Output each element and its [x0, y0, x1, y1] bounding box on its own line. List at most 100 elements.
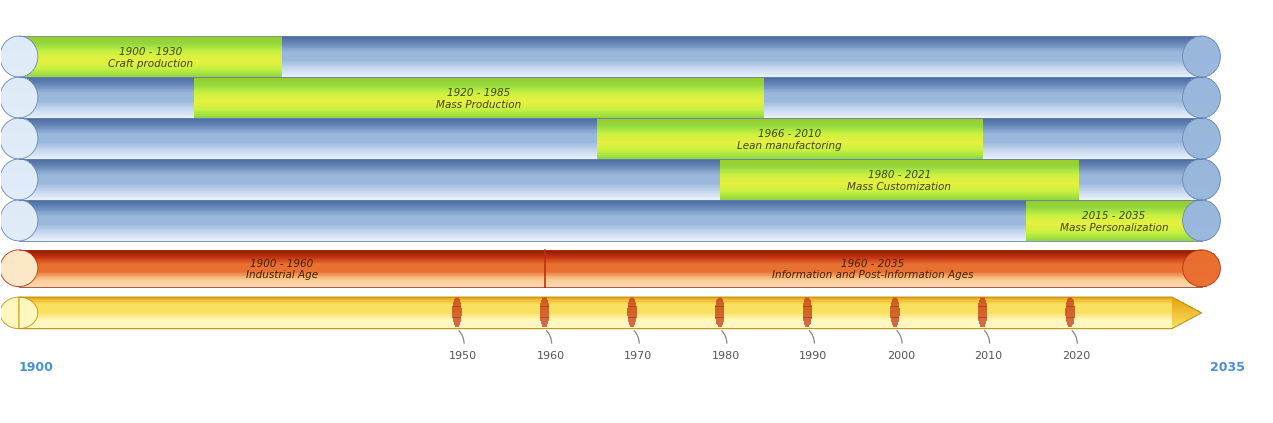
Bar: [19, 57, 1202, 58]
Bar: [1, 225, 37, 227]
Bar: [14, 327, 24, 329]
Bar: [19, 56, 281, 58]
Bar: [0, 223, 38, 225]
Bar: [0, 141, 38, 143]
Bar: [1, 63, 37, 65]
Bar: [1189, 163, 1213, 165]
Bar: [5, 123, 32, 125]
Bar: [1190, 155, 1212, 156]
Bar: [1183, 181, 1221, 182]
Bar: [890, 313, 900, 314]
Bar: [19, 101, 1202, 102]
Bar: [803, 305, 812, 307]
Bar: [1184, 227, 1220, 228]
Bar: [19, 140, 1202, 141]
Bar: [1192, 203, 1212, 204]
Bar: [19, 52, 1202, 53]
Bar: [4, 85, 34, 87]
Bar: [19, 234, 1202, 235]
Bar: [4, 124, 33, 126]
Bar: [1026, 224, 1202, 225]
Bar: [19, 322, 1172, 323]
Text: 2010: 2010: [974, 352, 1003, 361]
Bar: [1183, 58, 1221, 59]
Bar: [0, 310, 37, 311]
Bar: [4, 108, 34, 110]
Bar: [719, 199, 1080, 200]
Bar: [597, 148, 983, 150]
Bar: [1026, 200, 1202, 201]
Bar: [1185, 277, 1218, 278]
Bar: [6, 40, 31, 41]
Bar: [19, 217, 1202, 218]
Bar: [1066, 305, 1074, 307]
Bar: [19, 48, 1202, 49]
Bar: [19, 305, 1172, 307]
Bar: [542, 324, 547, 325]
Bar: [19, 75, 281, 76]
Bar: [4, 165, 33, 167]
Bar: [719, 180, 1080, 181]
Bar: [8, 155, 29, 156]
Bar: [4, 67, 34, 69]
Bar: [0, 59, 38, 60]
Bar: [1, 308, 37, 309]
Bar: [1192, 162, 1212, 163]
Bar: [193, 92, 764, 93]
Bar: [892, 299, 897, 300]
Bar: [0, 142, 37, 144]
Bar: [1026, 239, 1202, 240]
Bar: [19, 237, 1202, 239]
Bar: [19, 65, 1202, 66]
Bar: [19, 151, 1202, 152]
Bar: [1183, 100, 1221, 102]
Bar: [19, 226, 1202, 227]
Bar: [1, 48, 37, 50]
Text: 2000: 2000: [887, 352, 915, 361]
Bar: [540, 306, 549, 308]
Bar: [1188, 164, 1214, 166]
Bar: [1026, 210, 1202, 211]
Bar: [19, 123, 1202, 124]
Bar: [19, 45, 1202, 46]
Bar: [1185, 189, 1218, 190]
Text: 1950: 1950: [449, 352, 477, 361]
Bar: [597, 157, 983, 158]
Bar: [19, 59, 281, 60]
Text: Mass Customization: Mass Customization: [848, 182, 951, 192]
Bar: [0, 313, 38, 314]
Bar: [19, 149, 1202, 150]
Bar: [1026, 214, 1202, 215]
Bar: [1184, 187, 1218, 189]
Bar: [19, 50, 281, 52]
Bar: [1026, 201, 1202, 202]
Bar: [540, 305, 549, 307]
Bar: [1172, 323, 1181, 324]
Bar: [19, 51, 281, 52]
Bar: [19, 264, 1202, 265]
Bar: [19, 308, 1172, 309]
Bar: [891, 317, 899, 319]
Bar: [19, 144, 1202, 145]
Bar: [1192, 252, 1212, 253]
Bar: [6, 300, 31, 301]
Bar: [19, 224, 1202, 225]
Bar: [19, 111, 1202, 112]
Bar: [1197, 116, 1207, 118]
Bar: [597, 123, 983, 124]
Bar: [19, 210, 1202, 212]
Bar: [978, 311, 988, 313]
Bar: [454, 325, 460, 327]
Bar: [1026, 231, 1202, 233]
Bar: [6, 163, 31, 165]
Bar: [1026, 212, 1202, 213]
Bar: [1066, 303, 1074, 305]
Bar: [1193, 115, 1211, 117]
Bar: [19, 104, 1202, 106]
Bar: [193, 102, 764, 103]
Bar: [979, 303, 987, 305]
Bar: [1, 306, 37, 308]
Bar: [19, 279, 1202, 280]
Bar: [19, 187, 1202, 189]
Bar: [1183, 134, 1220, 136]
